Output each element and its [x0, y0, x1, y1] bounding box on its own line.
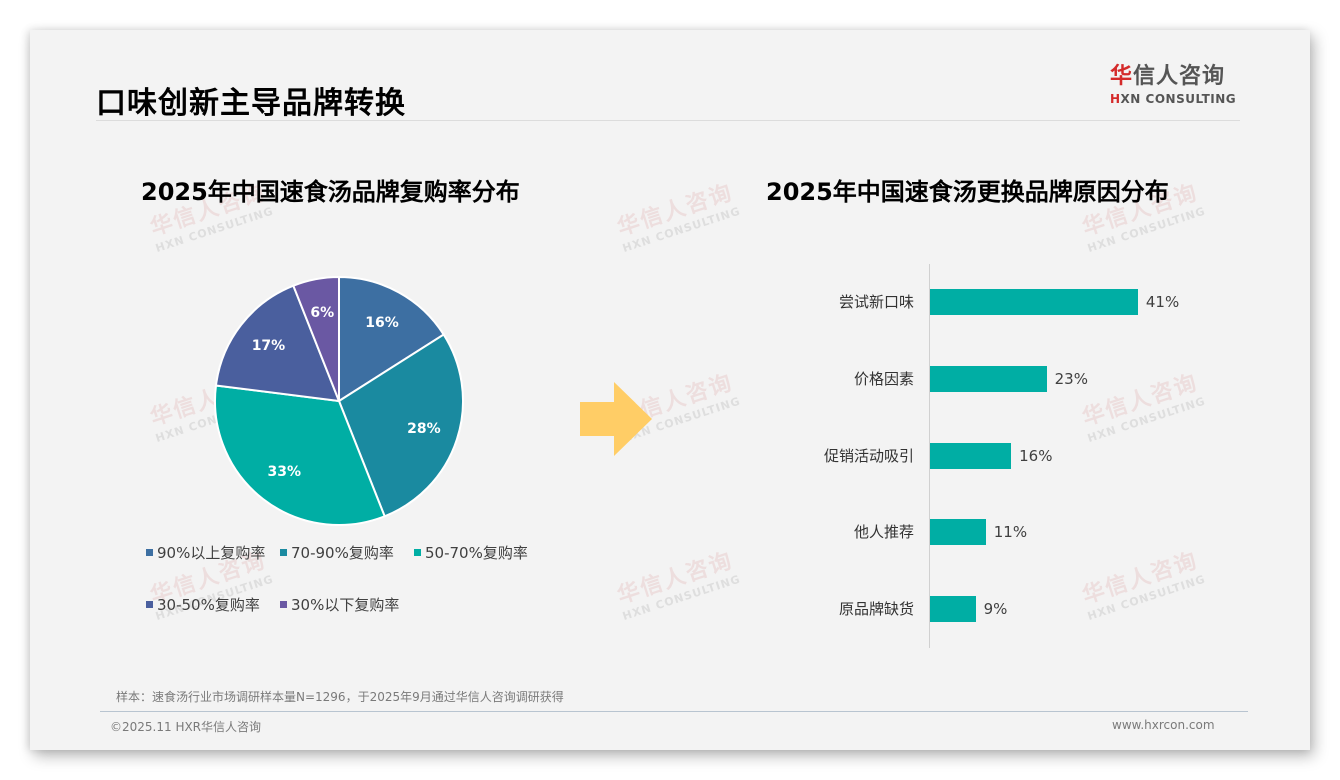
bar-category-label: 价格因素	[853, 370, 914, 388]
pie-chart	[214, 276, 464, 526]
bar-category-label: 促销活动吸引	[823, 447, 914, 465]
bar	[930, 519, 986, 545]
legend-label: 90%以上复购率	[157, 544, 266, 562]
copyright: ©2025.11 HXR华信人咨询	[110, 720, 262, 734]
legend-item: 90%以上复购率	[146, 542, 265, 563]
bar	[930, 596, 976, 622]
footer-divider	[100, 711, 1248, 712]
bar-category-label: 尝试新口味	[838, 293, 914, 311]
bar-row: 价格因素 23%	[30, 366, 1310, 392]
bar-chart-title: 2025年中国速食汤更换品牌原因分布	[766, 178, 1169, 206]
legend-label: 50-70%复购率	[425, 544, 528, 562]
bar	[930, 366, 1047, 392]
pie-slice-label: 16%	[365, 314, 399, 331]
bar-category-label: 他人推荐	[853, 523, 914, 541]
sample-note: 样本：速食汤行业市场调研样本量N=1296，于2025年9月通过华信人咨询调研获…	[116, 690, 564, 704]
bar-value-label: 9%	[983, 600, 1008, 618]
bar-value-label: 23%	[1054, 370, 1088, 388]
bar	[930, 443, 1012, 469]
bar-chart-axis	[929, 264, 930, 648]
legend-swatch	[146, 601, 153, 608]
pie-slice	[338, 276, 446, 403]
bar-category-label: 原品牌缺货	[838, 600, 914, 618]
logo-en: HXN CONSULTING	[1110, 92, 1236, 106]
page-title: 口味创新主导品牌转换	[96, 86, 406, 121]
logo-cn-first: 华	[1110, 64, 1134, 89]
bar-row: 他人推荐 11%	[30, 519, 1310, 545]
pie-slice-label: 17%	[251, 338, 286, 355]
pie-slice-label: 28%	[407, 420, 441, 437]
legend-label: 30-50%复购率	[157, 596, 260, 614]
pie-slice	[292, 276, 340, 402]
legend-item: 30%以下复购率	[280, 594, 399, 615]
bar-value-label: 41%	[1145, 293, 1180, 311]
pie-slice	[214, 384, 386, 526]
bar-row: 促销活动吸引 16%	[30, 443, 1310, 469]
legend-item: 30-50%复购率	[146, 594, 260, 615]
bar-value-label: 16%	[1019, 447, 1053, 465]
logo-cn: 华信人咨询	[1110, 64, 1236, 90]
logo-en-first: H	[1110, 92, 1121, 106]
bar-row: 原品牌缺货 9%	[30, 596, 1310, 622]
legend-swatch	[146, 549, 153, 556]
slide: 口味创新主导品牌转换 华信人咨询 HXN CONSULTING 华信人咨询 HXN…	[30, 30, 1310, 750]
bar-row: 尝试新口味 41%	[30, 289, 1310, 315]
legend-item: 70-90%复购率	[280, 542, 394, 563]
legend-item: 50-70%复购率	[414, 542, 528, 563]
company-logo: 华信人咨询 HXN CONSULTING	[1110, 64, 1236, 106]
logo-cn-rest: 信人咨询	[1133, 64, 1226, 89]
arrow-right-icon	[580, 382, 652, 456]
pie-chart-title: 2025年中国速食汤品牌复购率分布	[141, 178, 520, 206]
website-link[interactable]: www.hxrcon.com	[1112, 718, 1215, 732]
pie-slice	[337, 333, 464, 518]
logo-en-rest: XN CONSULTING	[1120, 92, 1237, 106]
legend-label: 70-90%复购率	[291, 544, 394, 562]
legend-swatch	[280, 549, 287, 556]
legend-swatch	[414, 549, 421, 556]
legend-swatch	[280, 601, 287, 608]
header-divider	[96, 120, 1240, 121]
pie-slice-label: 6%	[310, 305, 335, 322]
bar-value-label: 11%	[993, 523, 1028, 541]
pie-slice	[214, 284, 341, 403]
pie-slice-label: 33%	[267, 463, 302, 480]
watermark: 华信人咨询 HXN CONSULTING	[614, 180, 743, 255]
legend-label: 30%以下复购率	[291, 596, 400, 614]
bar	[930, 289, 1138, 315]
